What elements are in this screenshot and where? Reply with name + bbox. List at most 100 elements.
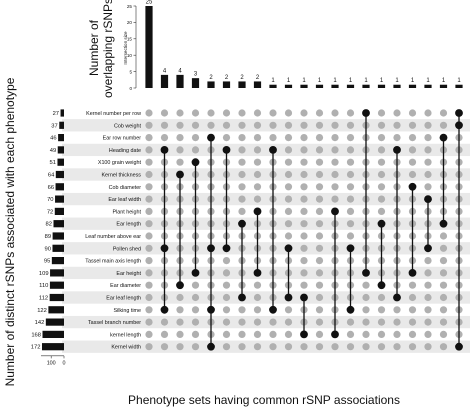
intersection-bar-label: 1 [411, 78, 415, 84]
intersection-bar-label: 1 [318, 78, 322, 84]
matrix-dot-empty [284, 121, 293, 129]
matrix-dot-empty [439, 244, 448, 252]
matrix-dot-empty [191, 306, 200, 314]
matrix-dot-empty [424, 121, 432, 129]
matrix-dot-empty [253, 343, 262, 351]
matrix-dot-empty [160, 109, 169, 117]
matrix-dot-empty [424, 158, 432, 166]
matrix-dot-empty [269, 330, 277, 338]
matrix-dot-empty [346, 170, 355, 179]
top-ylabel-line2: overlapping rSNPs [101, 0, 115, 98]
matrix-dot-empty [408, 306, 417, 314]
matrix-dot-empty [377, 158, 386, 166]
matrix-dot-empty [300, 170, 308, 179]
matrix-dot-empty [377, 293, 386, 302]
matrix-dot-empty [269, 318, 277, 326]
matrix-dot-empty [346, 343, 355, 351]
matrix-dot-empty [300, 121, 308, 129]
intersection-bar [362, 84, 370, 88]
matrix-dot-filled [346, 244, 355, 253]
intersection-bar [393, 84, 401, 88]
matrix-dot-filled [300, 293, 308, 302]
matrix-dot-empty [439, 109, 448, 117]
set-size-bar [55, 195, 64, 203]
matrix-dot-empty [145, 195, 153, 203]
matrix-dot-filled [377, 219, 386, 228]
matrix-dot-empty [315, 318, 324, 326]
matrix-dot-empty [424, 257, 432, 265]
matrix-dot-empty [284, 158, 293, 166]
set-size-value: 142 [35, 320, 45, 326]
matrix-dot-empty [238, 343, 246, 351]
matrix-dot-empty [408, 170, 417, 179]
matrix-dot-empty [176, 330, 184, 338]
intersection-bar [238, 81, 246, 88]
matrix-dot-empty [346, 146, 355, 154]
matrix-dot-empty [300, 232, 308, 240]
intersection-bar [284, 84, 293, 88]
matrix-dot-empty [315, 306, 324, 314]
intersection-bar-label: 1 [302, 78, 306, 84]
matrix-dot-empty [145, 170, 153, 179]
matrix-dot-filled [191, 269, 200, 277]
matrix-dot-empty [253, 170, 262, 179]
matrix-dot-empty [253, 134, 262, 142]
matrix-dot-empty [222, 281, 231, 289]
set-name-label: Cob diameter [109, 185, 142, 191]
matrix-dot-empty [315, 183, 324, 191]
matrix-dot-empty [238, 195, 246, 203]
matrix-dot-empty [439, 343, 448, 351]
matrix-dot-empty [191, 134, 200, 142]
matrix-dot-filled [439, 133, 448, 142]
matrix-dot-empty [145, 318, 153, 326]
matrix-dot-filled [207, 244, 215, 253]
top-axis-tick-label: 5 [129, 69, 132, 74]
intersection-bar [331, 84, 339, 88]
matrix-dot-empty [377, 306, 386, 314]
intersection-bar [346, 84, 355, 88]
matrix-dot-empty [424, 170, 432, 179]
set-size-bar [53, 220, 64, 228]
matrix-dot-filled [439, 219, 448, 228]
intersection-bar-label: 1 [287, 78, 291, 84]
matrix-dot-empty [253, 183, 262, 191]
matrix-dot-empty [439, 330, 448, 338]
matrix-dot-empty [222, 121, 231, 129]
matrix-dot-filled [377, 281, 386, 290]
matrix-dot-empty [377, 121, 386, 129]
matrix-dot-empty [331, 134, 339, 142]
matrix-dot-empty [222, 257, 231, 265]
matrix-dot-empty [160, 343, 169, 351]
intersection-bar-label: 1 [457, 78, 461, 84]
intersection-bar [160, 74, 169, 88]
matrix-dot-empty [191, 281, 200, 289]
matrix-dot-empty [300, 134, 308, 142]
matrix-dot-empty [315, 220, 324, 228]
matrix-dot-empty [408, 158, 417, 166]
matrix-dot-empty [300, 220, 308, 228]
matrix-dot-empty [145, 232, 153, 240]
matrix-dot-filled [331, 330, 339, 339]
matrix-dot-empty [222, 306, 231, 314]
matrix-dot-empty [346, 134, 355, 142]
matrix-dot-empty [160, 121, 169, 129]
matrix-dot-empty [238, 183, 246, 191]
matrix-dot-empty [424, 146, 432, 154]
matrix-dot-empty [238, 318, 246, 326]
matrix-dot-empty [284, 183, 293, 191]
matrix-dot-empty [284, 330, 293, 338]
intersection-bar [253, 81, 262, 88]
matrix-dot-empty [222, 318, 231, 326]
set-size-bar [50, 269, 64, 277]
set-name-label: Plant height [113, 209, 142, 215]
matrix-dot-empty [346, 318, 355, 326]
matrix-dot-empty [176, 306, 184, 314]
set-size-value: 37 [51, 123, 57, 129]
matrix-dot-empty [315, 146, 324, 154]
matrix-dot-filled [238, 219, 246, 228]
matrix-dot-empty [331, 183, 339, 191]
matrix-dot-empty [408, 109, 417, 117]
matrix-dot-filled [346, 305, 355, 314]
matrix-dot-empty [176, 134, 184, 142]
set-size-bar [51, 257, 64, 265]
